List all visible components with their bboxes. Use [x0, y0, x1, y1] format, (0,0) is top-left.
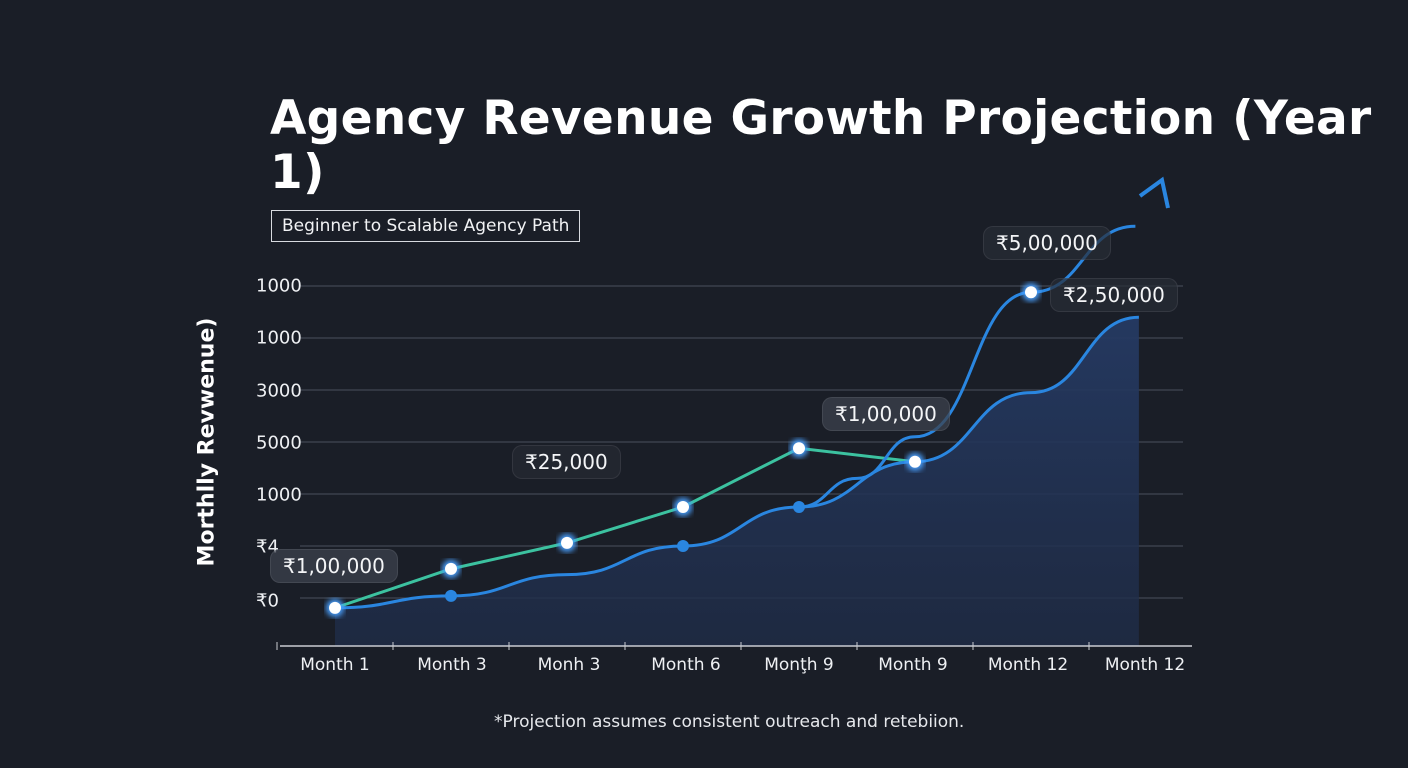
y-tick-label: ₹0	[256, 590, 279, 612]
data-point	[445, 589, 457, 602]
y-tick-label: 1000	[256, 327, 302, 349]
data-point	[793, 501, 805, 513]
data-point	[445, 562, 457, 575]
footnote: *Projection assumes consistent outreach …	[494, 712, 965, 732]
arrow-head-icon	[1138, 176, 1170, 209]
y-tick-label: 5000	[256, 432, 302, 454]
data-label: ₹5,00,000	[983, 226, 1111, 260]
series-line-blue-upper	[798, 224, 1136, 509]
y-tick-label: 1000	[256, 484, 302, 506]
data-point	[1025, 286, 1037, 299]
x-tick-label: Month 3	[417, 655, 487, 675]
x-tick-label: Monţh 9	[764, 655, 834, 675]
x-tick-label: Month 12	[1104, 655, 1186, 675]
data-point	[329, 601, 341, 614]
data-point	[793, 442, 805, 455]
chart-title: Agency Revenue Growth Projection (Year 1…	[270, 91, 1372, 200]
data-point	[677, 540, 689, 552]
x-tick-label: Month 12	[987, 655, 1069, 675]
x-tick-label: Month 6	[651, 655, 721, 675]
x-tick-label: Month 9	[878, 655, 948, 675]
series-line-green	[334, 446, 916, 610]
y-tick-label: 1000	[256, 275, 302, 297]
chart-subtitle: Beginner to Scalable Agency Path	[271, 210, 581, 242]
area-fill	[335, 317, 1139, 646]
data-label: ₹1,00,000	[270, 549, 398, 583]
data-point	[909, 455, 921, 468]
data-label: ₹25,000	[512, 445, 621, 479]
y-tick-label: 3000	[256, 380, 302, 402]
data-label: ₹2,50,000	[1050, 278, 1178, 312]
x-tick-label: Monh 3	[537, 655, 601, 675]
data-point	[677, 501, 689, 513]
x-tick-label: Month 1	[300, 655, 370, 675]
data-point	[561, 536, 573, 549]
series-line-blue	[334, 315, 1139, 610]
data-label: ₹1,00,000	[822, 397, 950, 431]
